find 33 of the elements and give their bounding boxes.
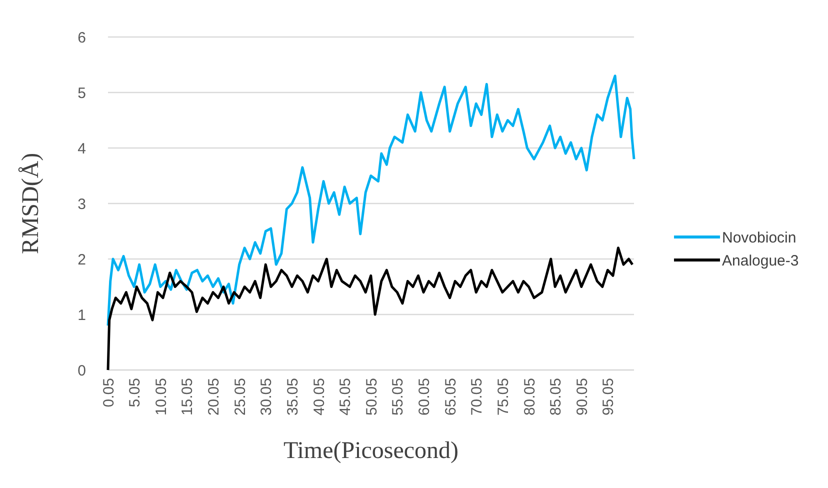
y-axis-title: RMSD(Å) — [18, 152, 44, 254]
x-tick-label: 10.05 — [152, 378, 170, 416]
y-tick-label: 6 — [78, 29, 86, 46]
legend-label: Novobiocin — [722, 229, 796, 246]
x-tick-label: 25.05 — [232, 378, 249, 416]
x-tick-label: 55.05 — [390, 378, 407, 416]
x-tick-label: 45.05 — [337, 378, 354, 416]
x-tick-label: 70.05 — [468, 378, 486, 416]
x-tick-label: 75.05 — [494, 378, 512, 416]
x-tick-label: 35.05 — [284, 378, 302, 416]
x-tick-label: 15.05 — [179, 378, 196, 416]
x-tick-label: 85.05 — [548, 378, 565, 416]
x-tick-label: 65.05 — [442, 378, 460, 416]
x-tick-label: 80.05 — [521, 378, 538, 416]
y-tick-label: 5 — [78, 84, 86, 102]
x-tick-label: 40.05 — [310, 378, 328, 416]
line-series — [106, 246, 634, 372]
x-axis-title: Time(Picosecond) — [283, 438, 459, 464]
x-tick-label: 5.05 — [126, 378, 144, 408]
x-tick-label: 30.05 — [258, 378, 276, 416]
x-tick-label: 60.05 — [416, 378, 434, 416]
x-tick-label: 50.05 — [363, 378, 380, 416]
y-tick-label: 1 — [78, 306, 86, 324]
y-tick-label: 2 — [78, 251, 86, 268]
x-tick-label: 95.05 — [600, 378, 618, 416]
x-tick-label: 90.05 — [574, 378, 591, 416]
line-series — [106, 74, 636, 327]
y-tick-label: 3 — [78, 196, 86, 213]
legend-label: Analogue-3 — [722, 252, 799, 270]
x-tick-label: 0.05 — [100, 378, 118, 408]
y-tick-label: 4 — [78, 140, 86, 158]
y-tick-label: 0 — [78, 362, 86, 380]
x-tick-label: 20.05 — [206, 378, 223, 416]
